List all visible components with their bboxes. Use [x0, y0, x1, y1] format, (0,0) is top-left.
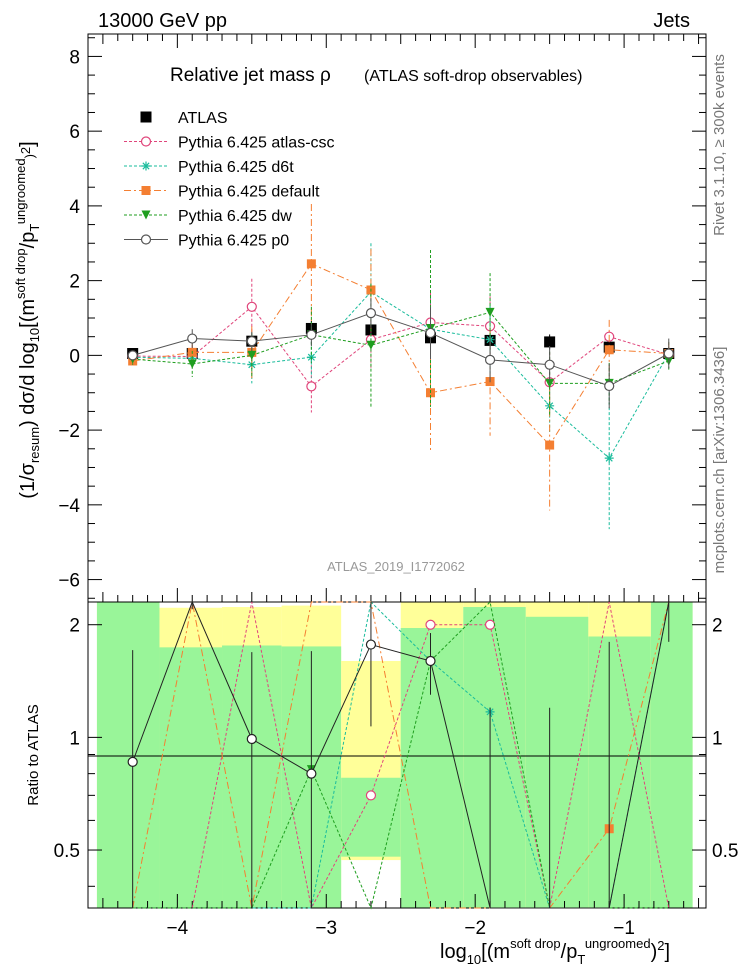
- green-band-bin: [341, 777, 401, 857]
- pythia-6-425-atlas-csc-line: [132, 306, 669, 388]
- pythia-6-425-d6t-line: [132, 291, 670, 459]
- legend-label-pythia-6-425-d6t: Pythia 6.425 d6t: [178, 159, 294, 176]
- ratio-y-tick-label-right: 2: [712, 616, 723, 637]
- pythia-6-425-d6t-point: [604, 453, 614, 463]
- legend-marker-atlas: [140, 111, 152, 123]
- pythia-6-425-atlas-csc-ratio-point: [425, 619, 436, 630]
- ratio-uncertainty-bands: [96, 602, 693, 908]
- legend-label-pythia-6-425-p0: Pythia 6.425 p0: [178, 233, 289, 250]
- atlas-point: [544, 336, 556, 348]
- pythia-6-425-atlas-csc-point: [246, 301, 257, 312]
- pythia-6-425-p0-ratio-point: [127, 756, 138, 767]
- pythia-6-425-p0-point: [187, 333, 198, 344]
- ratio-y-tick-label: 2: [69, 616, 80, 637]
- pythia-6-425-p0-line: [132, 312, 670, 387]
- pythia-6-425-dw-point: [485, 307, 495, 317]
- legend-label-atlas: ATLAS: [178, 110, 228, 127]
- pythia-6-425-p0-point: [425, 327, 436, 339]
- green-band-bin: [650, 602, 693, 908]
- pythia-6-425-default-point: [545, 440, 555, 450]
- svg-text:log10[(msoft drop/pTungroomed): log10[(msoft drop/pTungroomed)2]: [440, 936, 670, 967]
- chart-title-sub: (ATLAS soft-drop observables): [364, 68, 582, 85]
- main-series-group: [127, 204, 675, 530]
- pythia-6-425-p0-point: [604, 380, 615, 392]
- ratio-series-group: [127, 600, 670, 910]
- pythia-6-425-atlas-csc-point: [306, 381, 317, 392]
- x-tick-label: −4: [167, 918, 189, 939]
- ratio-y-tick-label: 0.5: [54, 841, 80, 862]
- ratio-y-tick-label: 1: [69, 728, 80, 749]
- legend-marker-pythia-6-425-dw: [141, 210, 151, 220]
- green-band-bin: [96, 602, 160, 908]
- pythia-6-425-p0-ratio-point: [306, 768, 317, 779]
- main-y-tick-label: 2: [69, 272, 80, 293]
- green-band-bin: [588, 636, 651, 908]
- green-band-bin: [463, 607, 526, 908]
- legend: ATLAS Pythia 6.425 atlas-csc Pythia 6.425 …: [124, 110, 335, 250]
- pythia-6-425-atlas-csc-ratio-point: [365, 790, 377, 801]
- pythia-6-425-p0-ratio-point: [246, 733, 257, 745]
- legend-marker-pythia-6-425-atlas-csc: [140, 136, 152, 147]
- pythia-6-425-p0-point: [544, 359, 555, 370]
- pythia-6-425-p0-ratio-point: [365, 639, 377, 650]
- main-y-tick-label: 4: [69, 197, 80, 218]
- pythia-6-425-dw-point: [187, 359, 197, 369]
- x-axis-label: log10[(msoft drop/pTungroomed)2]: [440, 936, 670, 967]
- pythia-6-425-default-ratio-line: [132, 601, 670, 909]
- pythia-6-425-p0-point: [246, 336, 257, 347]
- green-band-bin: [159, 647, 223, 908]
- legend-label-pythia-6-425-dw: Pythia 6.425 dw: [178, 208, 292, 225]
- main-y-tick-label: 0: [69, 346, 80, 367]
- main-y-tick-label: 8: [69, 47, 80, 68]
- pythia-6-425-p0-point: [127, 350, 138, 361]
- mcplots-credit: mcplots.cern.ch [arXiv:1306.3436]: [711, 347, 728, 574]
- ratio-y-axis-label: Ratio to ATLAS: [25, 704, 42, 805]
- legend-marker-pythia-6-425-default: [141, 186, 151, 195]
- x-tick-label: −3: [315, 918, 337, 939]
- rivet-version: Rivet 3.1.10, ≥ 300k events: [711, 54, 728, 236]
- main-y-tick-label: −6: [58, 571, 80, 592]
- pythia-6-425-p0-point: [663, 348, 674, 359]
- beam-label: 13000 GeV pp: [98, 10, 227, 32]
- pythia-6-425-default-point: [604, 345, 614, 355]
- pythia-6-425-dw-point: [366, 340, 376, 350]
- pythia-6-425-atlas-csc-ratio-point: [484, 619, 496, 630]
- chart-title-main: Relative jet mass ρ: [170, 65, 331, 86]
- green-band-bin: [525, 616, 589, 908]
- main-y-tick-label: 6: [69, 122, 80, 143]
- legend-marker-pythia-6-425-d6t: [141, 161, 151, 171]
- ratio-y-tick-label-right: 1: [712, 728, 723, 749]
- legend-marker-pythia-6-425-p0: [140, 234, 152, 245]
- main-y-axis-label: (1/σresum) dσ/d log10[(msoft drop/pTungr…: [13, 141, 42, 498]
- green-band-bin: [400, 627, 464, 908]
- ratio-frame: [87, 601, 707, 909]
- pythia-6-425-p0-point: [306, 329, 317, 340]
- pythia-6-425-default-point: [306, 259, 316, 269]
- pythia-6-425-dw-ratio-line: [132, 600, 669, 910]
- x-tick-label: −1: [613, 918, 635, 939]
- pythia-6-425-p0-point: [484, 354, 496, 365]
- ratio-y-tick-label-right: 0.5: [712, 841, 738, 862]
- pythia-6-425-default-line: [132, 263, 669, 446]
- svg-text:(1/σresum) dσ/d log10[(msoft d: (1/σresum) dσ/d log10[(msoft drop/pTungr…: [13, 141, 42, 498]
- pythia-6-425-dw-point: [247, 350, 257, 360]
- legend-label-pythia-6-425-atlas-csc: Pythia 6.425 atlas-csc: [178, 135, 335, 152]
- main-y-tick-label: −2: [58, 421, 80, 442]
- pythia-6-425-p0-ratio-point: [425, 655, 436, 667]
- x-tick-label: −2: [464, 918, 486, 939]
- pythia-6-425-p0-ratio-line: [132, 600, 670, 909]
- analysis-id: ATLAS_2019_I1772062: [327, 559, 465, 574]
- pythia-6-425-p0-point: [365, 308, 377, 319]
- process-label: Jets: [653, 10, 690, 32]
- main-y-tick-label: −4: [58, 496, 80, 517]
- legend-label-pythia-6-425-default: Pythia 6.425 default: [178, 184, 320, 201]
